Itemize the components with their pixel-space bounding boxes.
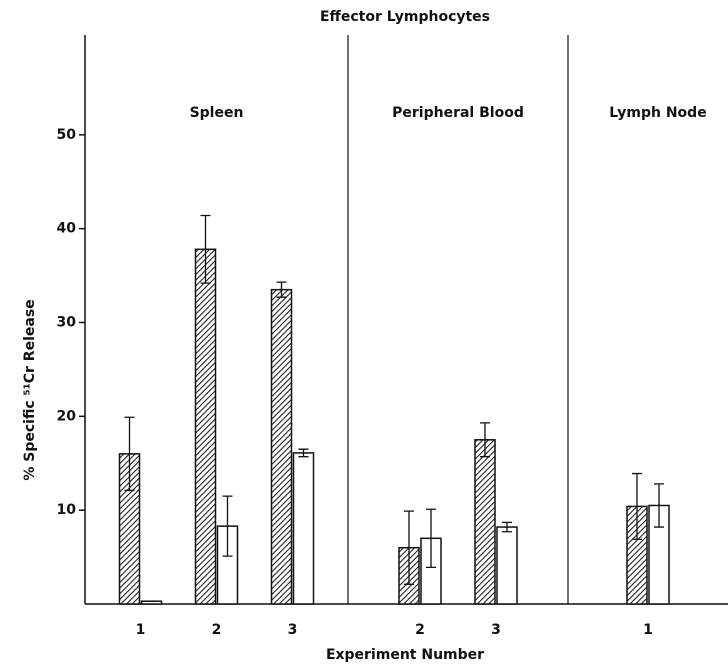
x-tick-label: 3 (491, 622, 501, 638)
error-bar (632, 472, 642, 540)
bar (270, 288, 293, 605)
error-bar (298, 448, 309, 458)
error-bar (200, 214, 211, 284)
error-bar (502, 521, 512, 533)
x-axis-label: Experiment Number (326, 647, 484, 663)
x-tick-label: 2 (415, 622, 425, 638)
bar (194, 248, 217, 605)
x-tick-label: 2 (212, 622, 222, 638)
error-bar (480, 422, 490, 458)
y-tick-label: 40 (57, 221, 77, 237)
error-bar (404, 510, 414, 585)
x-tick-label: 1 (643, 622, 653, 638)
error-bar (654, 483, 664, 528)
bar (292, 452, 315, 605)
error-bar (426, 508, 436, 569)
y-tick-label: 20 (57, 408, 77, 424)
x-tick-label: 1 (136, 622, 146, 638)
x-tick-label: 3 (288, 622, 298, 638)
error-bar (124, 416, 135, 492)
panel-title: Peripheral Blood (392, 105, 524, 121)
y-tick-label: 30 (57, 315, 77, 331)
bar (474, 439, 496, 605)
chart-title: Effector Lymphocytes (320, 9, 490, 25)
error-bar (276, 281, 287, 298)
error-bar (222, 495, 233, 557)
panel-title: Spleen (190, 105, 244, 121)
y-axis-label: % Specific ⁵¹Cr Release (22, 299, 38, 480)
bar (496, 526, 518, 605)
panel-title: Lymph Node (609, 105, 706, 121)
y-tick-label: 50 (57, 127, 77, 143)
y-tick-label: 10 (57, 502, 77, 518)
